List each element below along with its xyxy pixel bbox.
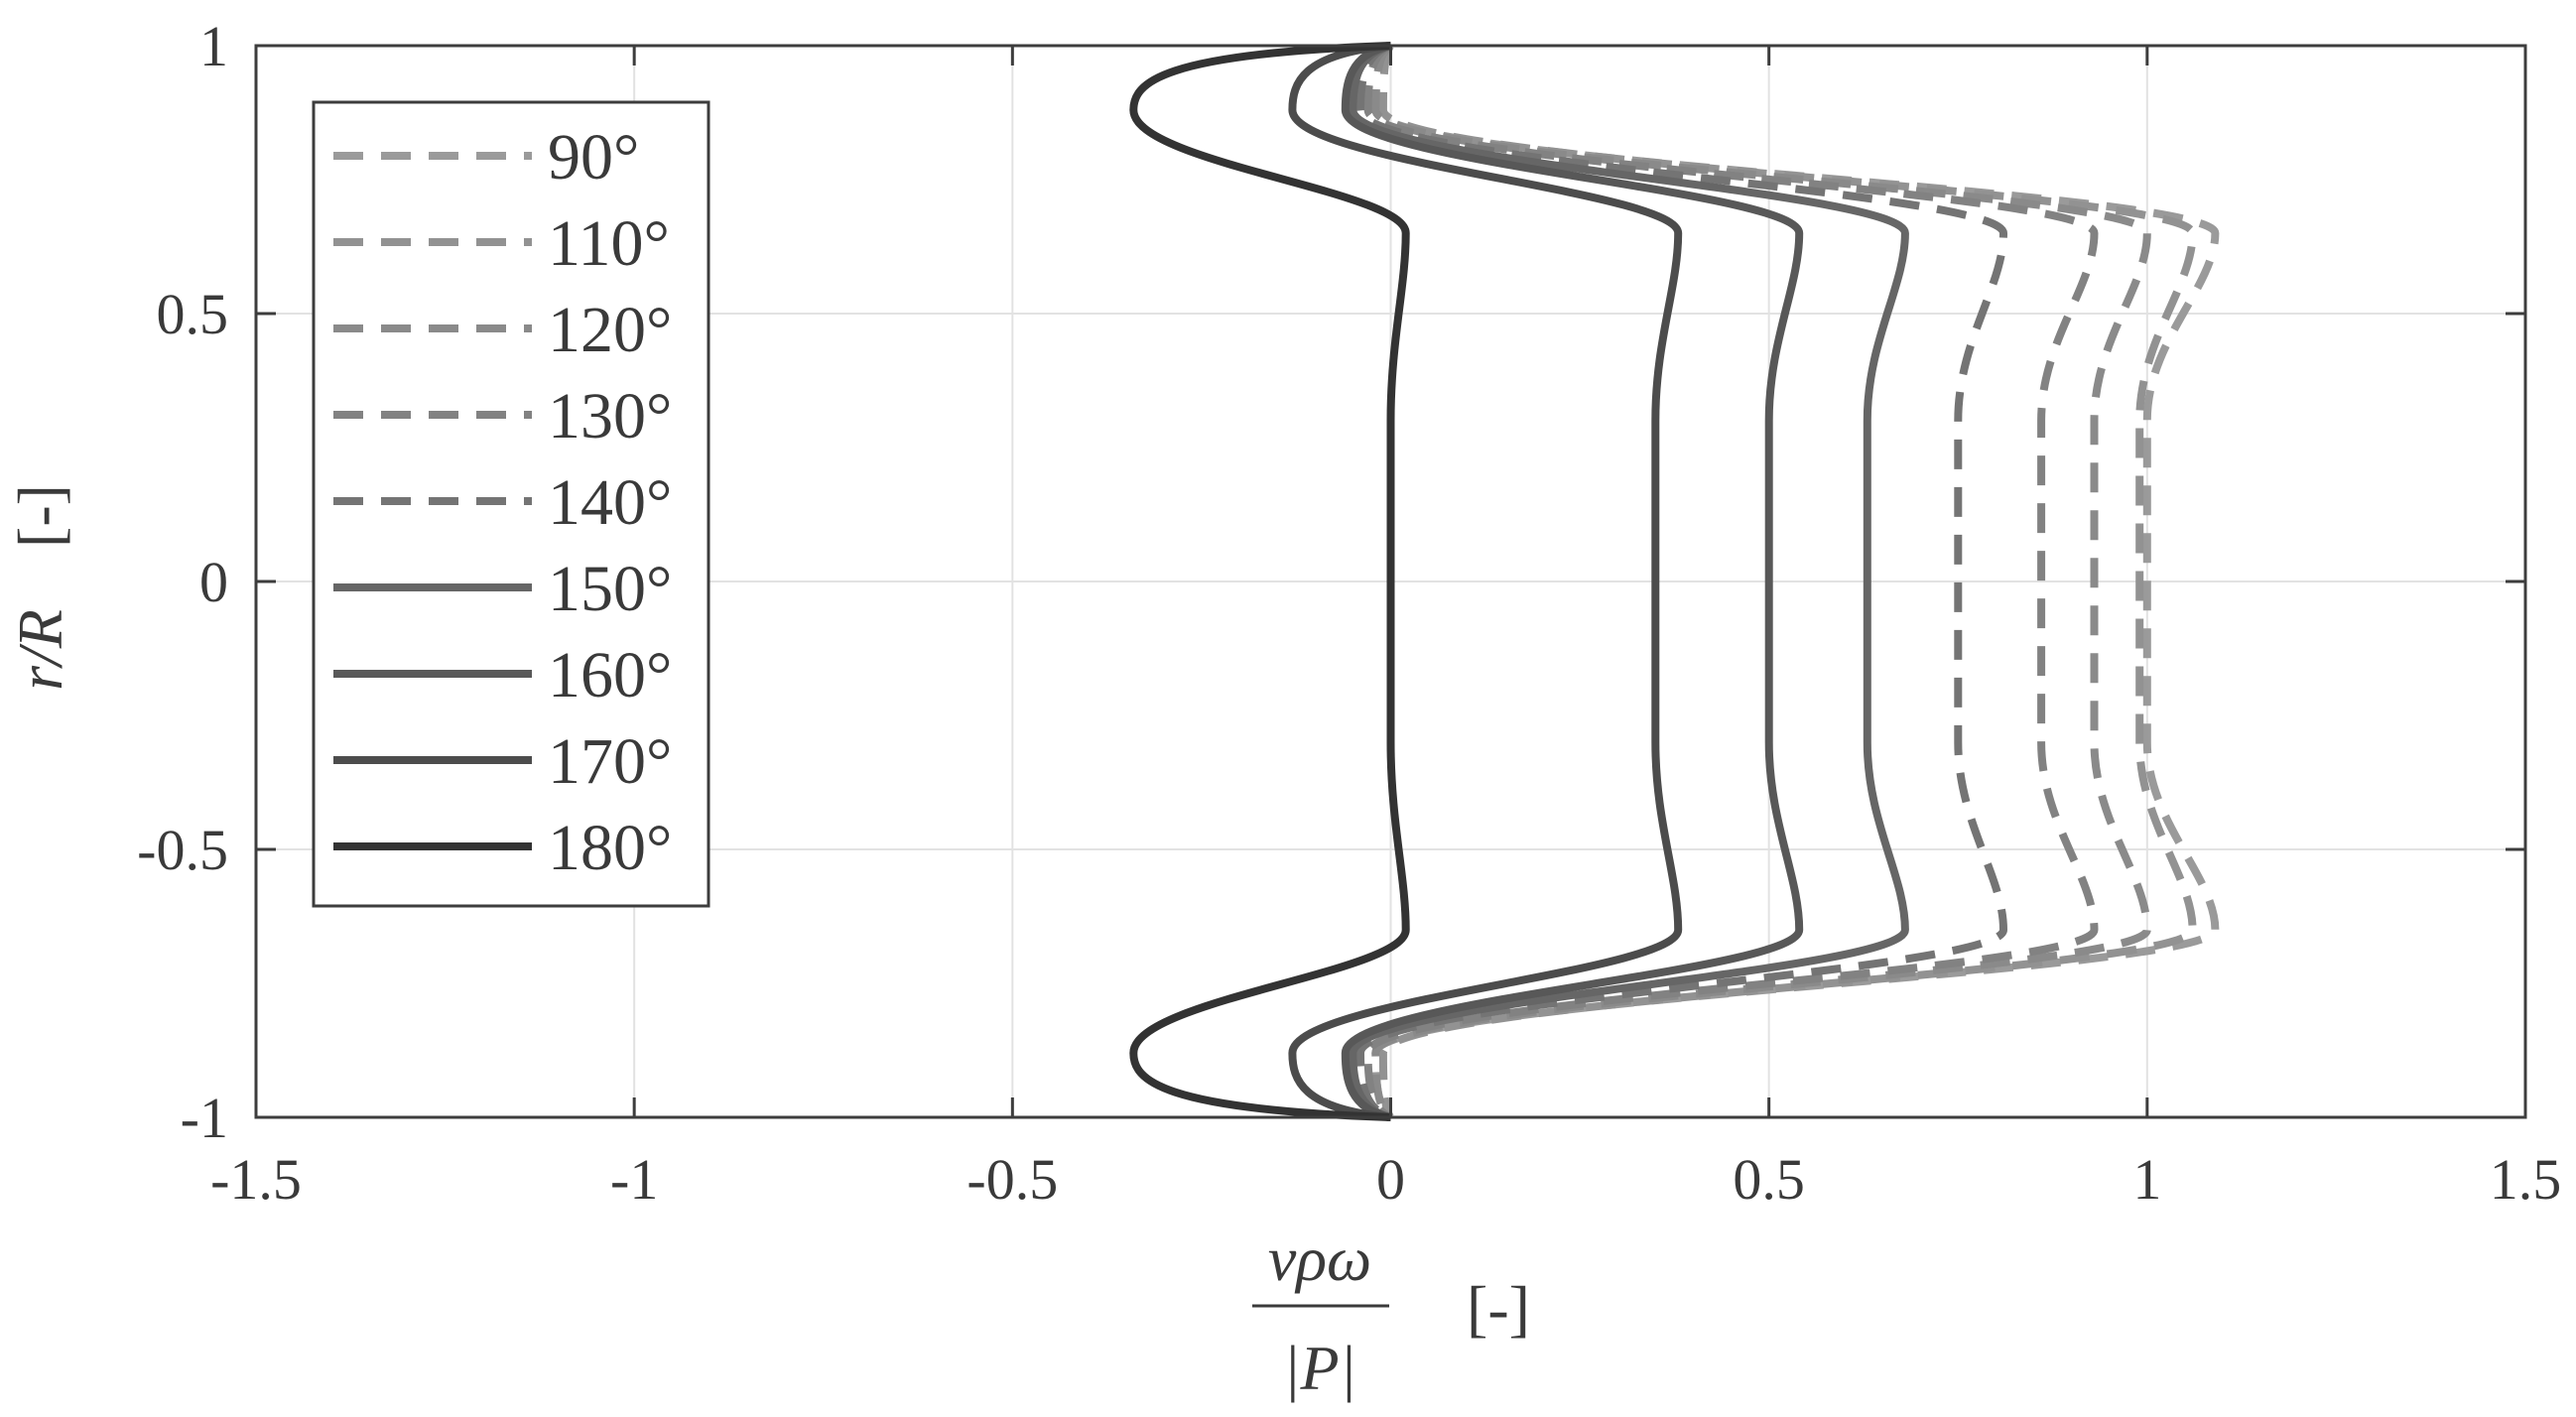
legend-item: 130° — [333, 380, 672, 452]
x-label-numerator: vρω — [1268, 1224, 1371, 1294]
legend-label: 180° — [548, 812, 672, 884]
y-label-var: r/R — [5, 609, 75, 691]
x-tick-label: -1 — [610, 1147, 658, 1212]
legend-label: 110° — [548, 207, 670, 280]
x-tick-label: -1.5 — [210, 1147, 302, 1212]
legend-label: 120° — [548, 294, 672, 366]
legend-item: 90° — [333, 121, 639, 193]
series-line-1 — [1378, 43, 2197, 1120]
legend-label: 160° — [548, 639, 672, 711]
series-line-3 — [1363, 42, 2099, 1121]
axis-ticks — [254, 44, 2527, 1119]
legend-label: 150° — [548, 553, 672, 625]
legend-item: 120° — [333, 294, 672, 366]
series-line-7 — [1288, 42, 1683, 1121]
x-tick-label: 0 — [1376, 1147, 1405, 1212]
y-axis-label: r/R [-] — [5, 484, 75, 691]
legend-item: 150° — [333, 553, 672, 625]
y-tick-label: 1 — [199, 14, 228, 78]
series-line-5 — [1349, 42, 1909, 1121]
legend-item: 180° — [333, 812, 672, 884]
x-label-denominator: |P| — [1283, 1333, 1356, 1403]
legend-label: 140° — [548, 466, 672, 539]
y-tick-label: 0 — [199, 550, 228, 614]
y-tick-labels: -1 -0.5 0 0.5 1 — [137, 14, 228, 1150]
y-tick-label: -0.5 — [137, 818, 228, 882]
legend-label: 130° — [548, 380, 672, 452]
x-tick-label: 0.5 — [1733, 1147, 1805, 1212]
series-layer — [1129, 42, 2220, 1121]
x-label-unit: [-] — [1467, 1273, 1530, 1344]
y-tick-label: -1 — [181, 1086, 228, 1150]
y-tick-label: 0.5 — [157, 282, 229, 346]
x-axis-label: vρω |P| [-] — [1252, 1224, 1530, 1403]
legend-label: 170° — [548, 725, 672, 798]
legend-label: 90° — [548, 121, 639, 193]
legend-box — [312, 100, 710, 908]
y-label-unit: [-] — [5, 484, 75, 548]
x-tick-label: -0.5 — [966, 1147, 1058, 1212]
x-tick-labels: -1.5 -1 -0.5 0 0.5 1 1.5 — [210, 1147, 2561, 1212]
x-tick-label: 1.5 — [2490, 1147, 2562, 1212]
legend-item: 170° — [333, 725, 672, 798]
legend-item: 160° — [333, 639, 672, 711]
legend: 90° 110° 120° 130° 140° 150° 160° 170° 180° — [312, 100, 710, 908]
series-line-4 — [1356, 42, 2007, 1121]
series-line-6 — [1341, 42, 1804, 1121]
x-tick-label: 1 — [2132, 1147, 2161, 1212]
legend-item: 110° — [333, 207, 670, 280]
series-line-8 — [1129, 42, 1410, 1121]
legend-item: 140° — [333, 466, 672, 539]
